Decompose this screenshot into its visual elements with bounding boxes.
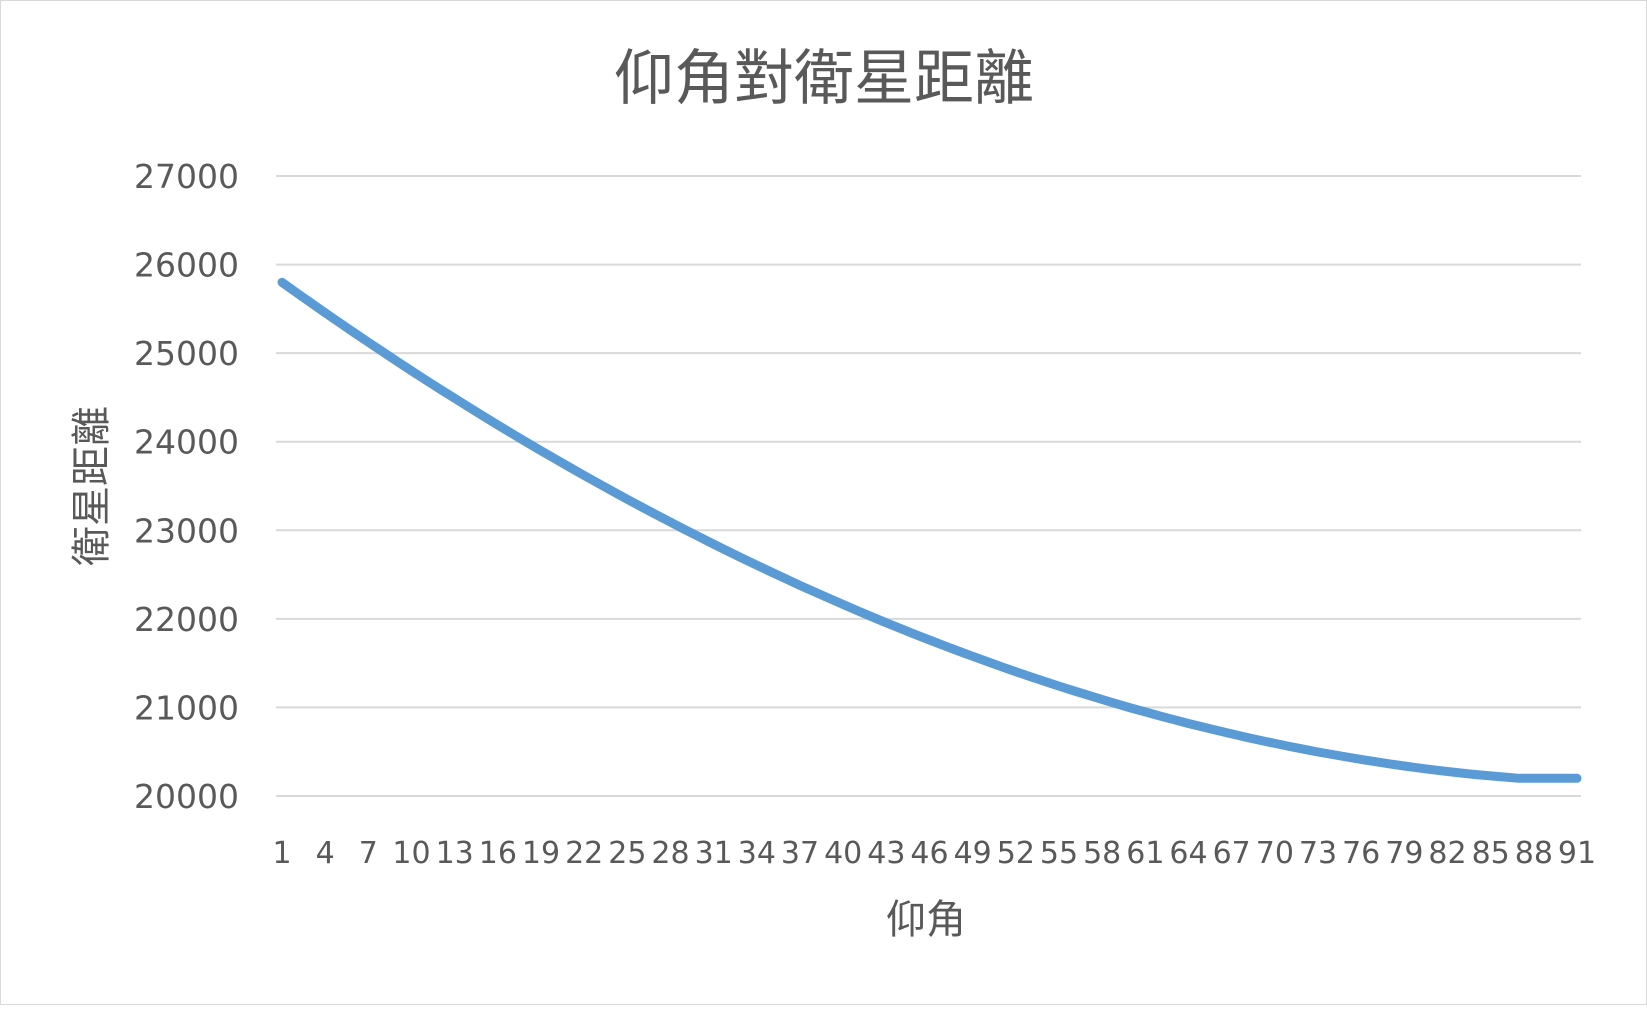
y-axis-title: 衛星距離 bbox=[69, 406, 115, 566]
series-line bbox=[277, 277, 1582, 783]
y-axis-tick-labels: 20000 21000 22000 23000 24000 25000 26000 27000 bbox=[134, 157, 239, 816]
x-tick-label: 58 bbox=[1083, 836, 1121, 871]
x-tick-label: 46 bbox=[910, 836, 948, 871]
x-tick-label: 49 bbox=[954, 836, 992, 871]
y-tick-label: 26000 bbox=[134, 246, 239, 285]
x-tick-label: 79 bbox=[1385, 836, 1423, 871]
x-axis-title: 仰角 bbox=[886, 897, 966, 943]
y-tick-label: 21000 bbox=[134, 688, 239, 727]
x-tick-label: 55 bbox=[1040, 836, 1078, 871]
x-tick-label: 37 bbox=[781, 836, 819, 871]
x-tick-label: 76 bbox=[1342, 836, 1380, 871]
chart-title: 仰角對衛星距離 bbox=[614, 44, 1034, 114]
x-tick-label: 40 bbox=[824, 836, 862, 871]
x-tick-label: 91 bbox=[1558, 836, 1596, 871]
x-tick-label: 22 bbox=[565, 836, 603, 871]
x-tick-label: 73 bbox=[1299, 836, 1337, 871]
x-tick-label: 31 bbox=[695, 836, 733, 871]
x-tick-label: 7 bbox=[359, 836, 378, 871]
x-tick-label: 70 bbox=[1256, 836, 1294, 871]
y-tick-label: 20000 bbox=[134, 777, 239, 816]
y-tick-label: 24000 bbox=[134, 423, 239, 462]
gridlines bbox=[276, 175, 1581, 797]
y-tick-label: 25000 bbox=[134, 334, 239, 373]
x-tick-label: 25 bbox=[608, 836, 646, 871]
x-tick-label: 67 bbox=[1213, 836, 1251, 871]
x-tick-label: 61 bbox=[1126, 836, 1164, 871]
y-tick-label: 27000 bbox=[134, 157, 239, 196]
x-tick-label: 34 bbox=[738, 836, 776, 871]
y-tick-label: 22000 bbox=[134, 600, 239, 639]
x-tick-label: 85 bbox=[1472, 836, 1510, 871]
x-tick-label: 16 bbox=[479, 836, 517, 871]
x-tick-label: 28 bbox=[651, 836, 689, 871]
x-tick-label: 4 bbox=[316, 836, 335, 871]
x-tick-label: 19 bbox=[522, 836, 560, 871]
x-tick-label: 43 bbox=[867, 836, 905, 871]
x-tick-label: 64 bbox=[1169, 836, 1207, 871]
x-tick-label: 10 bbox=[392, 836, 430, 871]
x-axis-tick-labels: 1 4 7 10 13 16 19 22 25 28 31 34 37 40 43 46 49 52 55 58 61 6… bbox=[272, 836, 1596, 871]
x-tick-label: 52 bbox=[997, 836, 1035, 871]
x-tick-label: 88 bbox=[1515, 836, 1553, 871]
x-tick-label: 13 bbox=[436, 836, 474, 871]
y-tick-label: 23000 bbox=[134, 511, 239, 550]
x-tick-label: 1 bbox=[272, 836, 291, 871]
x-tick-label: 82 bbox=[1428, 836, 1466, 871]
